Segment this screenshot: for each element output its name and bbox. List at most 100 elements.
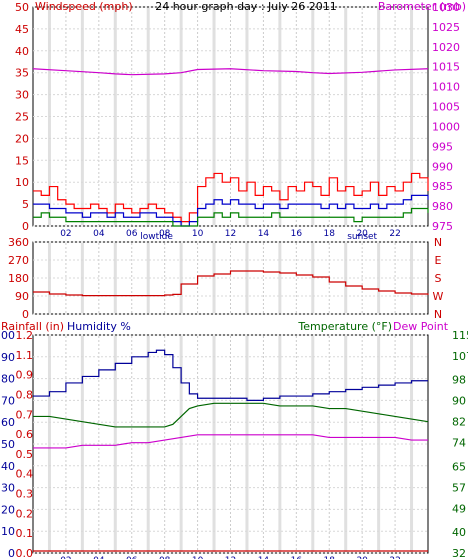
barometer-tick-label: 1010 [432,81,460,94]
barometer-tick-label: 1020 [432,41,460,54]
barometer-tick-label: 1030 [432,1,460,14]
hour-tick-label: 08 [159,229,171,239]
humidity-axis-label: Humidity % [67,320,131,333]
rainfall-axis-label: Rainfall (in) [1,320,64,333]
direction-tick-label: 270 [8,254,29,267]
wind-axis-label: Windspeed (mph) [35,0,133,13]
humidity-tick-label: 0 [8,547,15,559]
wind-tick-label: 0 [22,220,29,233]
hour-tick-label: 04 [93,229,105,239]
humidity-tick-label: 90 [1,351,15,364]
temperature-tick-label: 115 [452,329,468,342]
wind-tick-label: 40 [15,45,29,58]
rainfall-tick-label: 1.1 [16,349,34,362]
humidity-tick-label: 100 [0,329,15,342]
hour-tick-label: 10 [192,229,204,239]
compass-tick-label: S [435,272,442,285]
rainfall-tick-label: 0.2 [16,507,34,520]
temperature-tick-label: 57 [452,481,466,494]
rainfall-tick-label: 0.9 [16,369,34,382]
wind-tick-label: 10 [15,176,29,189]
barometer-tick-label: 990 [432,160,453,173]
rainfall-tick-label: 0.6 [16,428,34,441]
temperature-tick-label: 107 [452,350,468,363]
hour-tick-label: 06 [126,229,138,239]
temperature-tick-label: 82 [452,416,466,429]
direction-tick-label: 90 [15,290,29,303]
barometer-tick-label: 1015 [432,61,460,74]
barometer-tick-label: 1025 [432,21,460,34]
hour-tick-label: 14 [258,556,270,559]
compass-tick-label: W [433,290,444,303]
temperature-tick-label: 98 [452,374,466,387]
hour-tick-label: 10 [192,556,204,559]
wind-direction-line [33,270,429,297]
series [32,68,429,552]
hour-tick-label: 12 [225,556,236,559]
rainfall-tick-label: 0.8 [16,388,34,401]
temperature-tick-label: 65 [452,460,466,473]
compass-tick-label: E [435,254,442,267]
temperature-axis-label: Temperature (°F) [297,320,392,333]
temperature-tick-label: 74 [452,437,466,450]
compass-tick-label: N [434,308,442,321]
chart-title: 24 hour graph day : July 26 2011 [155,0,337,13]
barometer-axis-label: Barometer (mb) [378,0,466,13]
hour-tick-label: 02 [60,556,71,559]
humidity-tick-label: 10 [1,525,15,538]
temperature-tick-label: 90 [452,395,466,408]
dewpoint-axis-label: Dew Point [393,320,449,333]
hour-tick-label: 18 [324,556,336,559]
humidity-line [33,349,428,401]
gust-line [33,172,429,223]
compass-tick-label: N [434,236,442,249]
temperature-tick-label: 49 [452,502,466,515]
rainfall-tick-label: 0.5 [16,448,34,461]
wind-tick-label: 45 [15,23,29,36]
hour-tick-label: 20 [356,556,368,559]
wind-tick-label: 30 [15,89,29,102]
hour-tick-label: 20 [356,229,368,239]
hour-tick-label: 22 [389,229,400,239]
wind-tick-label: 25 [15,111,29,124]
humidity-tick-label: 70 [1,394,15,407]
direction-tick-label: 360 [8,236,29,249]
barometer-tick-label: 980 [432,200,453,213]
hour-tick-label: 14 [258,229,270,239]
hour-tick-label: 02 [60,229,71,239]
hour-tick-label: 08 [159,556,171,559]
speed-line [33,207,429,227]
rainfall-tick-label: 0.7 [16,408,34,421]
humidity-tick-label: 60 [1,416,15,429]
wind-tick-label: 50 [15,1,29,14]
rainfall-tick-label: 0.1 [16,527,34,540]
temperature-tick-label: 40 [452,526,466,539]
temperature-tick-label: 32 [452,547,466,559]
rainfall-tick-label: 1.2 [16,329,34,342]
hour-tick-label: 16 [291,229,303,239]
barometer-tick-label: 975 [432,220,453,233]
wind-tick-label: 5 [22,198,29,211]
humidity-tick-label: 20 [1,503,15,516]
humidity-tick-label: 50 [1,438,15,451]
rainfall-tick-label: 0.4 [16,468,34,481]
direction-tick-label: 0 [22,308,29,321]
barometer-line [32,68,429,76]
humidity-tick-label: 30 [1,482,15,495]
average-line [33,194,429,227]
temperature-line [33,402,429,428]
barometer-tick-label: 985 [432,180,453,193]
rainfall-tick-label: 0.3 [16,488,34,501]
humidity-tick-label: 80 [1,373,15,386]
barometer-tick-label: 995 [432,140,453,153]
direction-tick-label: 180 [8,272,29,285]
barometer-tick-label: 1000 [432,120,460,133]
hour-tick-label: 04 [93,556,105,559]
hour-tick-label: 18 [324,229,336,239]
barometer-tick-label: 1005 [432,101,460,114]
hour-tick-label: 16 [291,556,303,559]
humidity-tick-label: 40 [1,460,15,473]
